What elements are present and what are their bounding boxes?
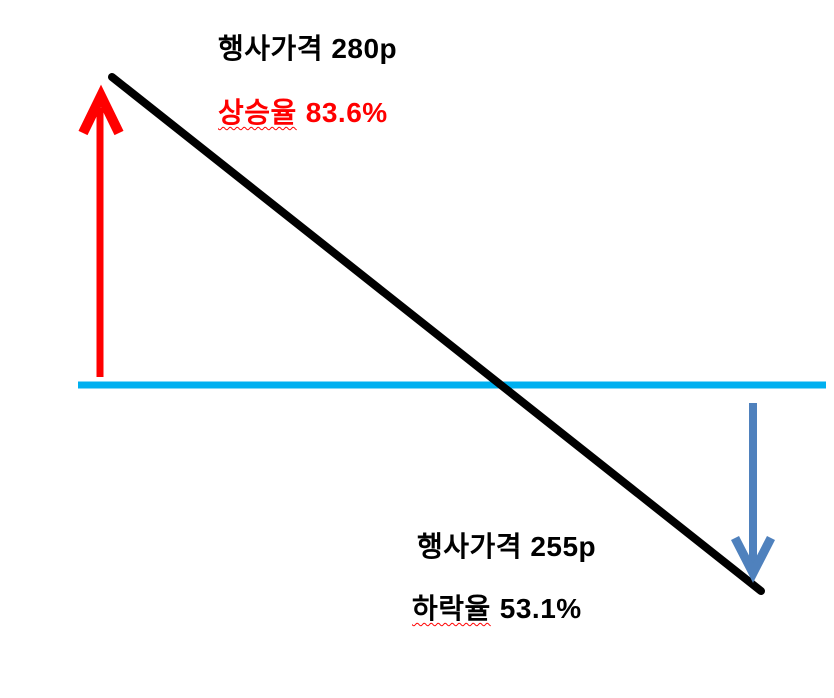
lower-strike-price-label: 행사가격 255p xyxy=(417,531,597,562)
rise-rate-value: 83.6% xyxy=(305,97,388,128)
fall-rate-word: 하락율 xyxy=(412,593,491,624)
down-arrow-head xyxy=(730,535,776,583)
rise-rate-word: 상승율 xyxy=(218,97,297,128)
fall-rate-value: 53.1% xyxy=(499,593,582,624)
down-arrow xyxy=(730,403,776,583)
fall-rate-label: 하락율 53.1% xyxy=(412,593,582,625)
price-decline-line xyxy=(108,73,765,595)
up-arrow xyxy=(78,84,124,377)
up-arrow-head xyxy=(78,84,124,136)
upper-strike-price-label: 행사가격 280p xyxy=(218,33,398,64)
rise-rate-label: 상승율 83.6% xyxy=(218,97,388,129)
